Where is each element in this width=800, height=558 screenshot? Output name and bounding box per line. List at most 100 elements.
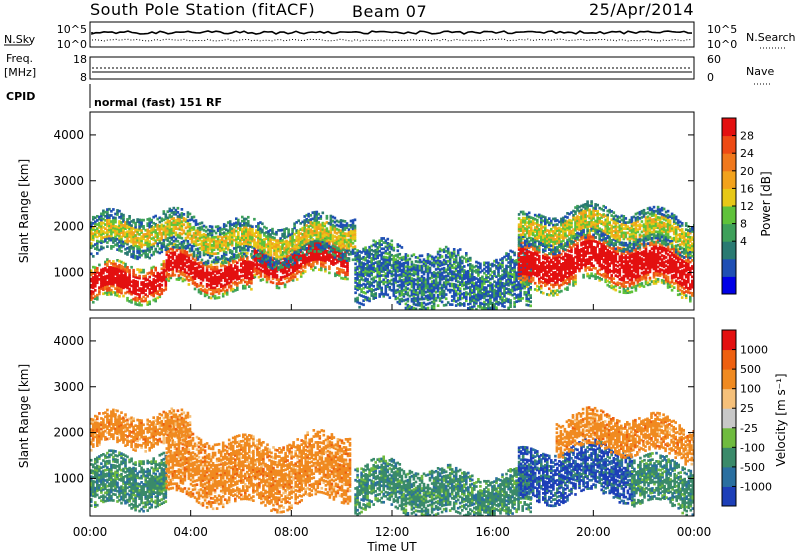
heatmap-cell <box>247 220 250 223</box>
heatmap-cell <box>389 296 392 299</box>
heatmap-cell <box>130 266 133 269</box>
heatmap-cell <box>301 252 304 255</box>
heatmap-cell <box>393 247 396 250</box>
nsky-traces <box>92 31 692 41</box>
cpid-text: normal (fast) 151 RF <box>94 96 222 109</box>
heatmap-cell <box>415 312 418 315</box>
heatmap-cell <box>366 278 369 281</box>
heatmap-cell <box>312 269 315 272</box>
heatmap-cell <box>284 283 287 286</box>
beam-label: Beam 07 <box>352 2 427 21</box>
heatmap-cell <box>253 218 256 221</box>
heatmap-cell <box>287 228 290 231</box>
heatmap-cell <box>265 227 268 230</box>
heatmap-cell <box>346 278 349 281</box>
heatmap-cell <box>250 288 253 291</box>
heatmap-cell <box>364 246 367 249</box>
freq-tick-top: 18 <box>73 53 87 66</box>
heatmap-cell <box>236 261 239 264</box>
heatmap-cell <box>324 266 327 269</box>
heatmap-cell <box>220 269 223 272</box>
nsearch-label: N.Search <box>746 31 796 44</box>
heatmap-cell <box>358 254 361 257</box>
heatmap-cell <box>245 255 248 258</box>
heatmap-cell <box>126 266 129 269</box>
heatmap-cell <box>328 272 331 275</box>
heatmap-cell <box>226 289 229 292</box>
heatmap-cell <box>348 257 351 260</box>
heatmap-cell <box>211 226 214 229</box>
heatmap-cell <box>187 240 190 243</box>
nsky-label: N.Sky <box>4 33 36 46</box>
heatmap-cell <box>92 255 95 258</box>
heatmap-cell <box>397 249 400 252</box>
heatmap-cell <box>132 269 135 272</box>
heatmap-cell <box>171 242 174 245</box>
heatmap-cell <box>509 299 512 302</box>
heatmap-cell <box>271 228 274 231</box>
heatmap-cell <box>521 297 524 300</box>
heatmap-cell <box>483 311 486 314</box>
heatmap-cell <box>186 251 189 254</box>
heatmap-cell <box>281 266 284 269</box>
heatmap-cell <box>489 315 492 318</box>
heatmap-cell <box>374 292 377 295</box>
heatmap-cell <box>118 210 121 213</box>
heatmap-cell <box>138 275 141 278</box>
heatmap-cell <box>231 250 234 253</box>
heatmap-cell <box>326 215 329 218</box>
heatmap-cell <box>114 263 117 266</box>
heatmap-cell <box>354 225 357 228</box>
heatmap-cell <box>389 251 392 254</box>
nsearch-tick-bottom: 10^0 <box>707 38 737 51</box>
heatmap-cell <box>165 213 168 216</box>
heatmap-cell <box>328 265 331 268</box>
nsky-tick-top: 10^5 <box>57 23 87 36</box>
heatmap-cell <box>130 224 133 227</box>
nsearch-trace <box>92 39 692 41</box>
heatmap-cell <box>134 274 137 277</box>
heatmap-cell <box>148 276 151 279</box>
heatmap-cell <box>445 304 448 307</box>
heatmap-cell <box>237 254 240 257</box>
heatmap-cell <box>297 219 300 222</box>
heatmap-cell <box>314 250 317 253</box>
heatmap-cell <box>387 294 390 297</box>
heatmap-cell <box>427 307 430 310</box>
heatmap-cell <box>225 224 228 227</box>
heatmap-cell <box>128 215 131 218</box>
heatmap-cell <box>163 260 166 263</box>
heatmap-cell <box>334 217 337 220</box>
heatmap-cell <box>407 298 410 301</box>
heatmap-cell <box>272 281 275 284</box>
heatmap-cell <box>305 253 308 256</box>
heatmap-cell <box>334 254 337 257</box>
heatmap-cell <box>481 315 484 318</box>
heatmap-cell <box>491 318 494 321</box>
heatmap-cell <box>529 305 532 308</box>
heatmap-cell <box>441 301 444 304</box>
heatmap-cell <box>183 223 186 226</box>
heatmap-cell <box>419 312 422 315</box>
heatmap-cell <box>283 255 286 258</box>
heatmap-cell <box>299 257 302 260</box>
heatmap-cell <box>183 230 186 233</box>
heatmap-cell <box>92 301 95 304</box>
heatmap-cell <box>253 239 256 242</box>
heatmap-cell <box>142 269 145 272</box>
heatmap-cell <box>289 256 292 259</box>
heatmap-cell <box>94 289 97 292</box>
heatmap-cell <box>491 312 494 315</box>
heatmap-cell <box>322 212 325 215</box>
heatmap-cell <box>193 251 196 254</box>
heatmap-cell <box>148 257 151 260</box>
heatmap-cell <box>210 264 213 267</box>
heatmap-cell <box>112 260 115 263</box>
heatmap-cell <box>150 219 153 222</box>
heatmap-cell <box>368 297 371 300</box>
heatmap-cell <box>287 251 290 254</box>
heatmap-cell <box>148 301 151 304</box>
heatmap-cell <box>382 237 385 240</box>
heatmap-cell <box>417 312 420 315</box>
